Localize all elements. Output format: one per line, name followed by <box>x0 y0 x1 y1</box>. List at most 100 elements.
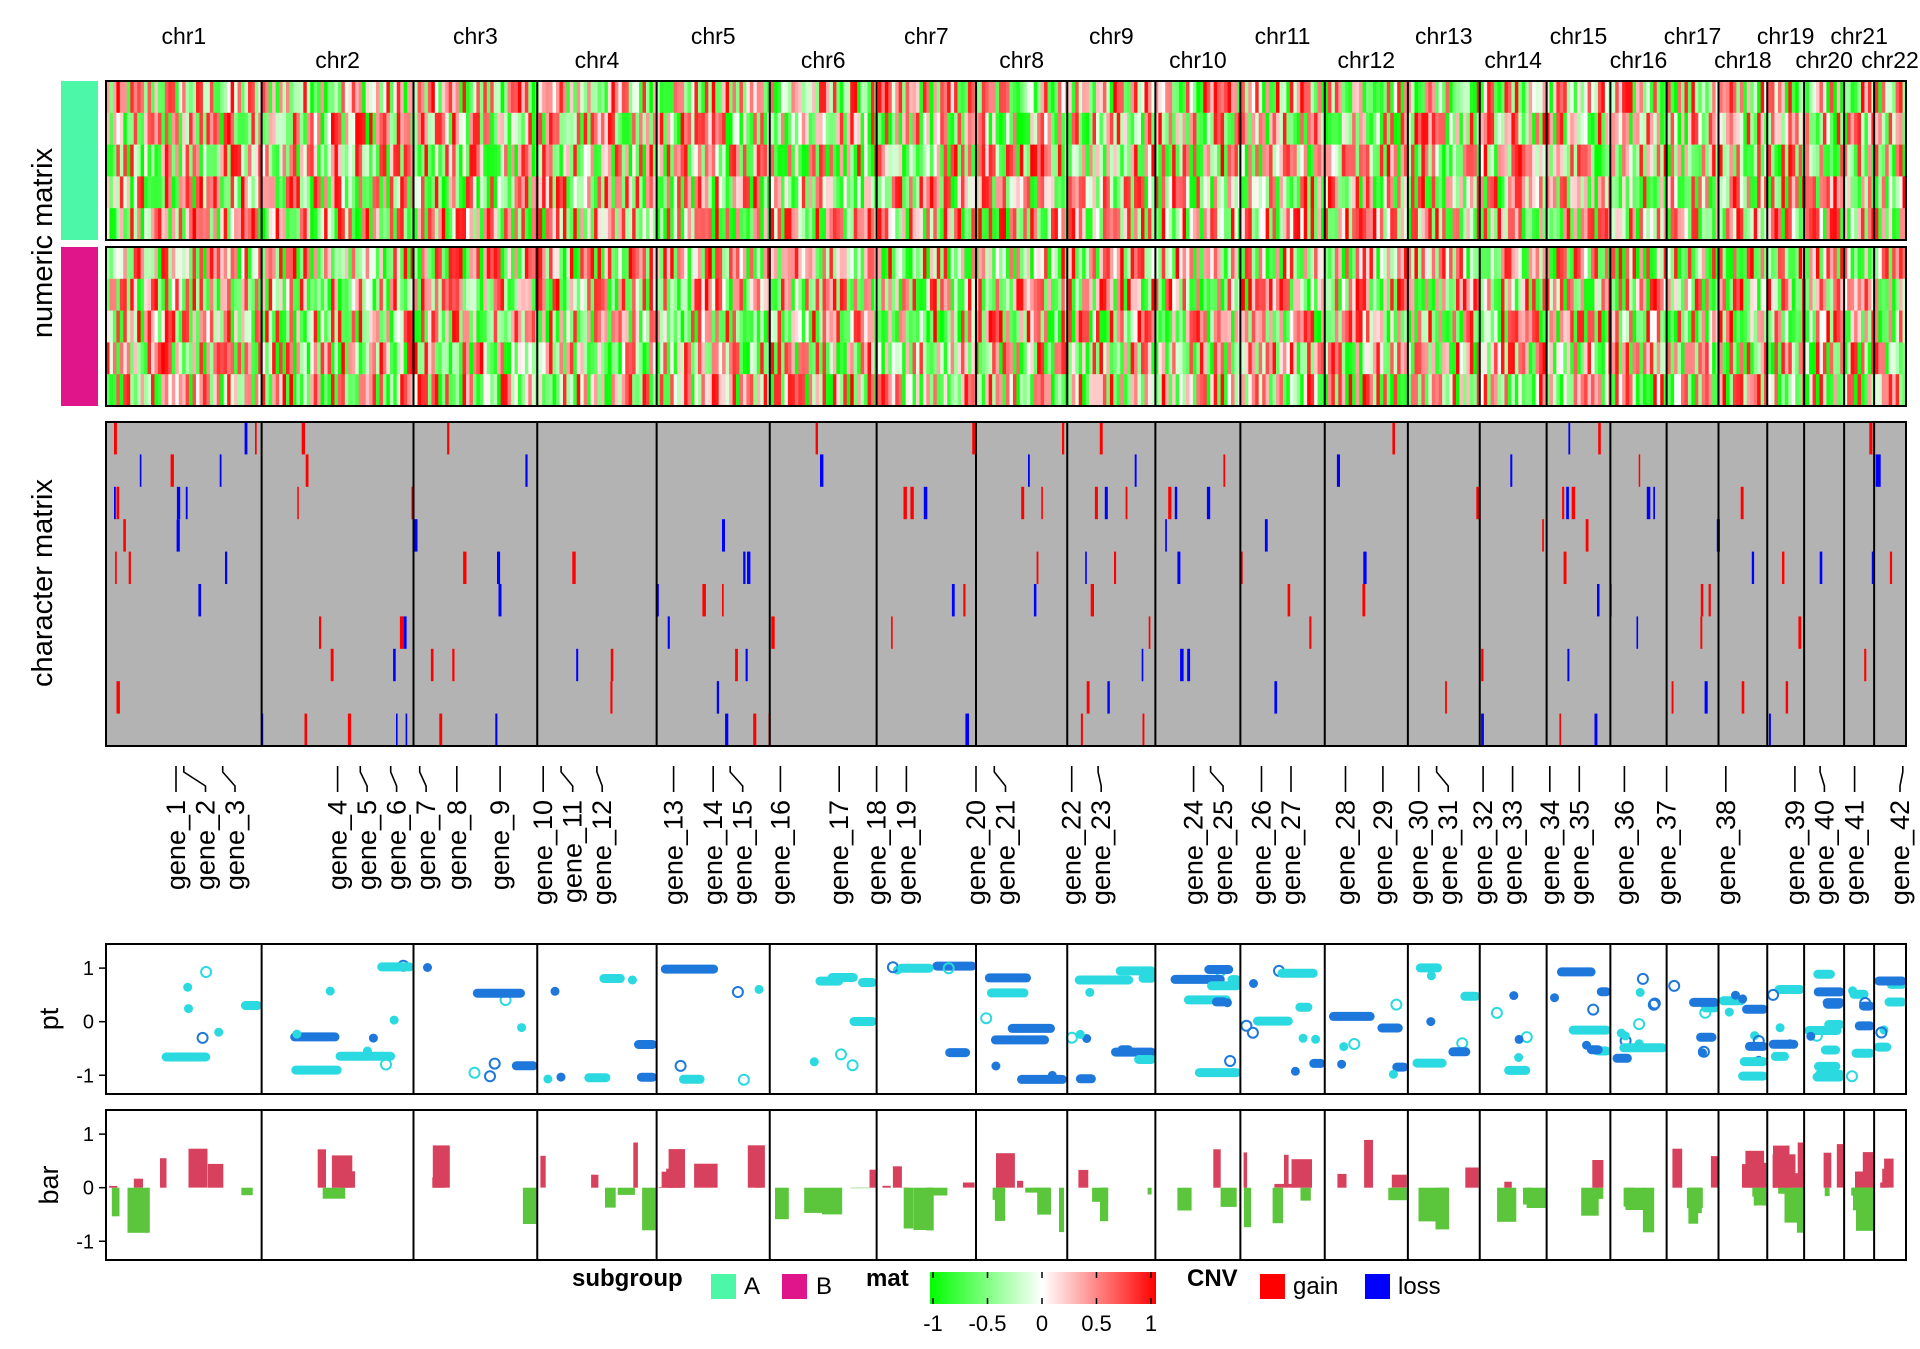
heat-cell <box>705 342 709 374</box>
heat-cell <box>1331 113 1335 145</box>
heat-cell <box>1027 311 1031 343</box>
heat-cell <box>940 342 944 374</box>
heat-cell <box>1695 81 1699 113</box>
heat-cell <box>137 145 141 177</box>
heat-cell <box>909 113 913 145</box>
heat-cell <box>397 176 401 208</box>
heat-cell <box>1868 208 1872 240</box>
heat-cell <box>968 113 972 145</box>
heat-cell <box>1262 279 1266 311</box>
heat-cell <box>899 208 903 240</box>
heat-cell <box>390 311 394 343</box>
heat-cell <box>463 247 467 279</box>
heat-cell <box>829 176 833 208</box>
heat-cell <box>1113 176 1117 208</box>
heat-cell <box>1418 311 1422 343</box>
heat-cell <box>1030 279 1034 311</box>
heat-cell <box>206 145 210 177</box>
heat-cell <box>1484 247 1488 279</box>
heat-cell <box>511 145 515 177</box>
heat-cell <box>1681 311 1685 343</box>
heat-cell <box>1009 81 1013 113</box>
heat-cell <box>584 342 588 374</box>
heat-cell <box>1577 81 1581 113</box>
heat-cell <box>1037 342 1041 374</box>
heat-cell <box>781 374 785 406</box>
heat-cell <box>1761 113 1765 145</box>
heat-cell <box>1428 81 1432 113</box>
heat-cell <box>1300 113 1304 145</box>
heat-cell <box>1726 311 1730 343</box>
heat-cell <box>428 81 432 113</box>
heat-cell <box>1612 113 1616 145</box>
heat-cell <box>161 311 165 343</box>
heat-cell <box>213 374 217 406</box>
heat-cell <box>1311 208 1315 240</box>
heat-cell <box>1702 279 1706 311</box>
heat-cell <box>196 247 200 279</box>
heat-cell <box>784 176 788 208</box>
heat-cell <box>120 374 124 406</box>
heat-cell <box>186 247 190 279</box>
heat-cell <box>1875 208 1879 240</box>
heat-cell <box>483 176 487 208</box>
heat-cell <box>1570 145 1574 177</box>
heat-cell <box>1705 113 1709 145</box>
heat-cell <box>1525 311 1529 343</box>
heat-cell <box>923 311 927 343</box>
heat-cell <box>508 247 512 279</box>
heat-cell <box>1639 145 1643 177</box>
heat-cell <box>1626 145 1630 177</box>
heat-cell <box>580 208 584 240</box>
heat-cell <box>577 81 581 113</box>
heat-cell <box>781 208 785 240</box>
heat-cell <box>379 374 383 406</box>
heat-cell <box>296 342 300 374</box>
heat-cell <box>1124 247 1128 279</box>
heat-cell <box>1830 176 1834 208</box>
heat-cell <box>906 81 910 113</box>
heat-cell <box>743 145 747 177</box>
heat-cell <box>109 208 113 240</box>
heat-cell <box>926 113 930 145</box>
heat-cell <box>324 176 328 208</box>
heat-cell <box>241 342 245 374</box>
heat-cell <box>930 176 934 208</box>
heat-cell <box>1695 208 1699 240</box>
heat-cell <box>1428 145 1432 177</box>
heat-cell <box>836 145 840 177</box>
heat-cell <box>1553 342 1557 374</box>
heat-cell <box>269 113 273 145</box>
heat-cell <box>449 208 453 240</box>
heat-cell <box>341 176 345 208</box>
heat-cell <box>276 247 280 279</box>
heat-cell <box>144 81 148 113</box>
heat-cell <box>130 145 134 177</box>
heat-cell <box>1096 145 1100 177</box>
heat-cell <box>1435 176 1439 208</box>
heat-cell <box>1134 113 1138 145</box>
heat-cell <box>1110 145 1114 177</box>
heat-cell <box>241 208 245 240</box>
heat-cell <box>314 311 318 343</box>
heat-cell <box>1318 145 1322 177</box>
heat-cell <box>618 81 622 113</box>
heat-cell <box>1615 145 1619 177</box>
heat-cell <box>764 113 768 145</box>
heat-cell <box>1529 279 1533 311</box>
heat-cell <box>646 208 650 240</box>
heat-cell <box>310 342 314 374</box>
heat-cell <box>667 311 671 343</box>
heat-cell <box>168 176 172 208</box>
heat-cell <box>1799 247 1803 279</box>
heat-cell <box>885 247 889 279</box>
heat-cell <box>1681 113 1685 145</box>
heat-cell <box>463 145 467 177</box>
heat-cell <box>172 81 176 113</box>
heat-cell <box>902 208 906 240</box>
heat-cell <box>1830 311 1834 343</box>
heat-cell <box>1248 342 1252 374</box>
heat-cell <box>1501 145 1505 177</box>
heat-cell <box>829 81 833 113</box>
